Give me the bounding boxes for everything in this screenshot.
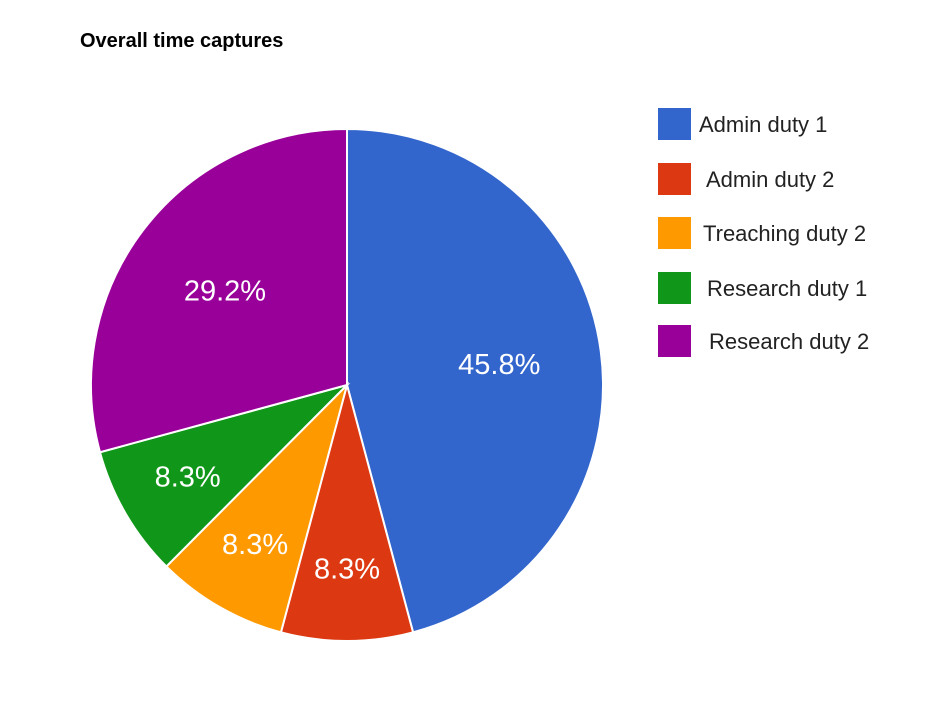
- legend-swatch: [658, 272, 691, 304]
- pie-slice-research-duty-2: [90, 127, 348, 454]
- pie-slice-admin-duty-1: [346, 127, 604, 634]
- pie-slice-treaching-duty-2: [164, 381, 349, 634]
- slice-label-treaching-duty-2: 8.3%: [222, 529, 288, 561]
- slice-label-research-duty-2: 29.2%: [184, 276, 266, 308]
- pie-slice-research-duty-1: [98, 383, 351, 568]
- pie-slices: [90, 127, 604, 642]
- legend-swatch: [658, 325, 691, 357]
- legend-swatch: [658, 163, 691, 195]
- legend-label: Treaching duty 2: [703, 221, 867, 246]
- legend-label: Research duty 2: [709, 329, 870, 354]
- legend-label: Research duty 1: [707, 276, 868, 301]
- pie-slice-labels: 45.8% 8.3% 8.3% 8.3% 29.2%: [155, 276, 541, 586]
- legend-label: Admin duty 1: [699, 112, 828, 137]
- slice-label-research-duty-1: 8.3%: [155, 462, 221, 494]
- legend-swatch: [658, 217, 691, 249]
- legend-swatch: [658, 108, 691, 140]
- legend-label: Admin duty 2: [706, 167, 835, 192]
- pie-slice-admin-duty-2: [279, 381, 415, 642]
- slice-label-admin-duty-1: 45.8%: [458, 349, 540, 381]
- chart-title: Overall time captures: [80, 30, 284, 52]
- slice-label-admin-duty-2: 8.3%: [314, 553, 380, 585]
